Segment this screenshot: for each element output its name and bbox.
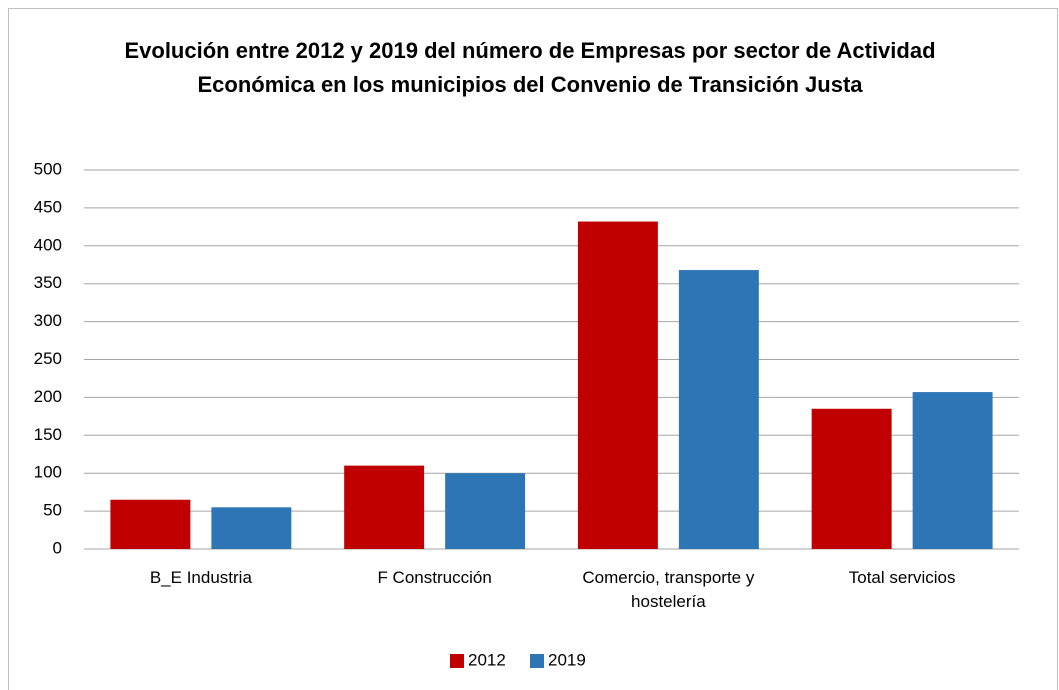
legend-swatch xyxy=(450,654,464,668)
y-tick-label: 450 xyxy=(34,197,62,216)
bar xyxy=(912,392,993,549)
bar xyxy=(211,507,292,549)
x-tick-label: Comercio, transporte y hostelería xyxy=(582,568,755,611)
y-tick-label: 150 xyxy=(34,425,62,444)
chart-border xyxy=(8,8,1058,690)
bar xyxy=(577,221,658,549)
y-tick-label: 400 xyxy=(34,235,62,254)
legend-swatch xyxy=(530,654,544,668)
bar xyxy=(110,499,191,549)
y-tick-label: 50 xyxy=(43,501,62,520)
legend-label: 2019 xyxy=(548,650,586,669)
x-tick-label: Total servicios xyxy=(848,568,956,587)
x-tick-label: F Construcción xyxy=(377,568,492,587)
y-tick-label: 500 xyxy=(34,159,62,178)
bar xyxy=(445,473,526,549)
legend-label: 2012 xyxy=(468,650,506,669)
y-tick-label: 200 xyxy=(34,387,62,406)
bar xyxy=(811,408,892,549)
y-tick-label: 250 xyxy=(34,349,62,368)
y-tick-label: 300 xyxy=(34,311,62,330)
x-tick-label: B_E Industria xyxy=(149,568,252,587)
y-tick-label: 100 xyxy=(34,463,62,482)
chart-title: Evolución entre 2012 y 2019 del número d… xyxy=(124,38,936,97)
y-tick-label: 0 xyxy=(53,538,62,557)
bar xyxy=(344,465,425,549)
y-tick-label: 350 xyxy=(34,273,62,292)
bar xyxy=(678,270,759,549)
